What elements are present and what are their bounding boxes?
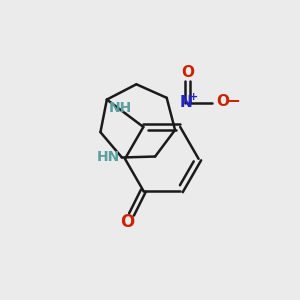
Text: −: −	[226, 91, 240, 109]
Text: N: N	[179, 95, 192, 110]
Text: O: O	[181, 64, 194, 80]
Text: HN: HN	[97, 150, 120, 164]
Text: O: O	[120, 213, 135, 231]
Text: NH: NH	[109, 101, 132, 115]
Text: +: +	[189, 92, 199, 101]
Text: O: O	[216, 94, 229, 109]
